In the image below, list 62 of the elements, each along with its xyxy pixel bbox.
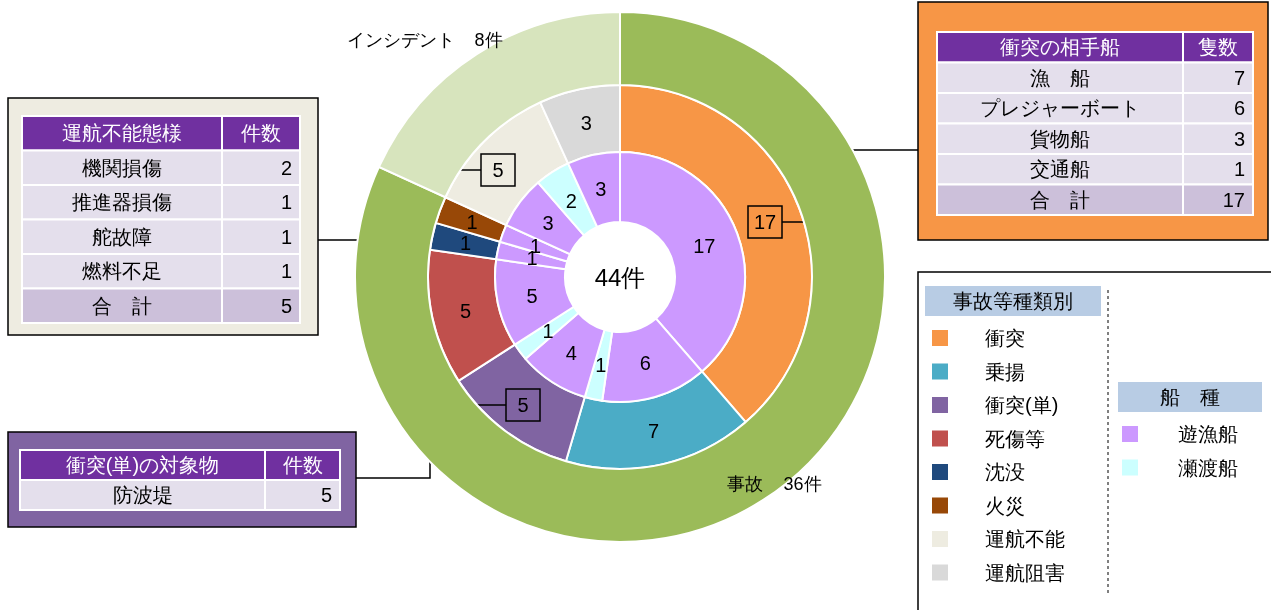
text: 機関損傷: [82, 156, 162, 179]
text: 1: [280, 191, 292, 214]
text: 隻数: [1198, 36, 1238, 59]
text: 1: [280, 260, 292, 283]
text: 2: [280, 156, 292, 179]
text: 衝突(単)の対象物: [65, 454, 220, 476]
legend-label: 死傷等: [985, 427, 1045, 450]
text: 防波堤: [112, 484, 173, 506]
text: プレジャーボート: [980, 97, 1140, 120]
text: 44件: [594, 263, 646, 291]
legend-label: 運航不能: [985, 528, 1065, 550]
data-label: 2: [565, 190, 577, 213]
data-label: 5: [492, 159, 504, 181]
text: 衝突の相手船: [1000, 36, 1120, 59]
slice-label: インシデント: [346, 29, 455, 50]
legend-label: 運航阻害: [985, 561, 1065, 584]
data-label: 17: [693, 234, 716, 257]
legend-label: 火災: [985, 494, 1025, 517]
text: 7: [1233, 66, 1245, 89]
legend-label: 瀬渡船: [1178, 456, 1238, 479]
data-label: 6: [639, 352, 651, 375]
data-label: 1: [595, 353, 607, 376]
data-label: 36件: [783, 474, 822, 495]
data-label: 5: [517, 394, 529, 416]
text: 6: [1233, 97, 1245, 120]
data-label: 5: [460, 299, 472, 322]
text: 1: [280, 225, 292, 248]
data-label: 7: [648, 420, 660, 443]
text: 運航不能態様: [62, 122, 182, 145]
text: 3: [1233, 127, 1245, 150]
data-label: 17: [753, 211, 777, 233]
data-label: 8件: [474, 29, 503, 50]
text: 件数: [241, 122, 281, 145]
legend-label: 衝突(単): [985, 394, 1059, 416]
slice-label: 事故: [727, 474, 764, 495]
text: 17: [1222, 188, 1245, 211]
legend-label: 乗揚: [985, 360, 1025, 383]
text: 燃料不足: [82, 260, 162, 283]
text: 貨物船: [1030, 127, 1090, 150]
text: 舵故障: [92, 225, 152, 248]
data-label: 1: [466, 210, 478, 233]
data-label: 5: [526, 285, 538, 308]
legend-title: 事故等種類別: [953, 290, 1073, 312]
legend-label: 遊漁船: [1178, 423, 1238, 445]
data-label: 1: [460, 232, 472, 255]
data-label: 4: [565, 341, 577, 364]
text: 合 計: [1030, 188, 1090, 211]
data-label: 3: [542, 212, 554, 235]
text: 交通船: [1030, 158, 1090, 181]
text: 5: [320, 484, 332, 506]
legend-title: 船 種: [1160, 386, 1220, 408]
text: 件数: [282, 454, 323, 476]
data-label: 1: [542, 319, 554, 342]
data-label: 3: [580, 111, 592, 134]
data-label: 3: [595, 178, 607, 201]
text: 5: [280, 294, 292, 317]
legend-label: 沈没: [985, 461, 1025, 483]
text: 推進器損傷: [72, 191, 172, 214]
legend-label: 衝突: [985, 327, 1025, 349]
text: 漁 船: [1030, 66, 1090, 89]
text: 合 計: [92, 294, 152, 317]
text: 1: [1233, 158, 1245, 181]
